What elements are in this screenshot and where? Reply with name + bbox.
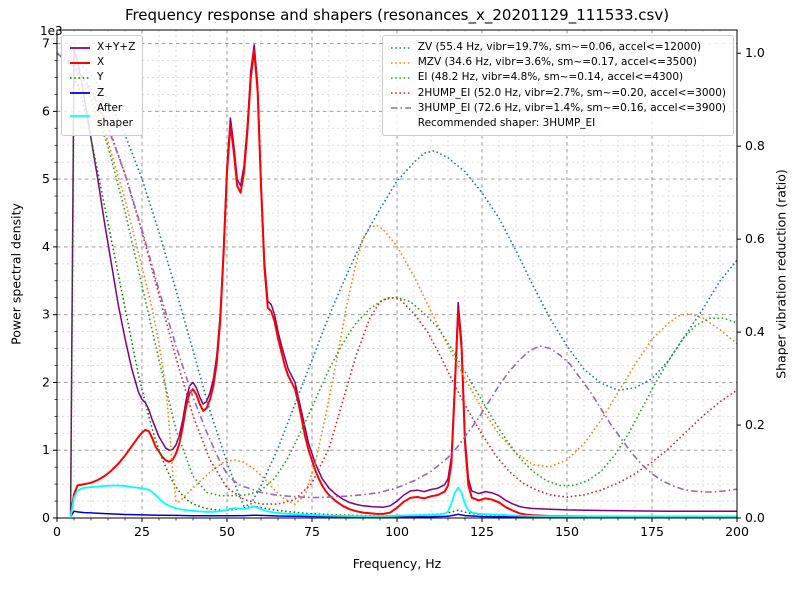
- legend-item-y: Y: [69, 70, 135, 85]
- x-tick-label: 200: [725, 524, 749, 539]
- legend-item-zv: ZV (55.4 Hz, vibr=19.7%, sm~=0.06, accel…: [390, 40, 726, 55]
- legend-item-x-y-z: X+Y+Z: [69, 40, 135, 55]
- legend-item-recommended: Recommended shaper: 3HUMP_EI: [390, 116, 726, 131]
- legend-label-ei: EI (48.2 Hz, vibr=4.8%, sm~=0.14, accel<…: [417, 71, 684, 84]
- y-left-tick-label: 4: [42, 239, 50, 254]
- series-x-y-z: [69, 44, 737, 514]
- legend-item-after-shaper: After shaper: [69, 101, 135, 131]
- legend-item-x: X: [69, 55, 135, 70]
- series-z: [69, 510, 737, 519]
- x-tick-label: 0: [53, 524, 61, 539]
- legend-line-sample-z: [70, 92, 90, 95]
- legend-line-sample-after-shaper: [70, 115, 90, 117]
- legend-label-x: X: [97, 56, 105, 69]
- x-tick-label: 125: [470, 524, 494, 539]
- legend-line-sample-x-y-z: [70, 46, 90, 49]
- y-axis-offset-label: 1e3: [40, 24, 63, 38]
- legend-line-sample-ei: [390, 77, 411, 79]
- legend-line-sample-3hump-ei: [390, 107, 411, 110]
- y-left-tick-label: 0: [42, 510, 50, 525]
- y-left-tick-label: 2: [42, 374, 50, 389]
- left-axis-title: Power spectral density: [8, 203, 24, 345]
- legend-item-ei: EI (48.2 Hz, vibr=4.8%, sm~=0.14, accel<…: [390, 70, 726, 85]
- x-tick-label: 100: [385, 524, 409, 539]
- legend-item-mzv: MZV (34.6 Hz, vibr=3.6%, sm~=0.17, accel…: [390, 55, 726, 70]
- x-axis-title: Frequency, Hz: [352, 556, 442, 571]
- legend-item-z: Z: [69, 86, 135, 101]
- legend-shapers: ZV (55.4 Hz, vibr=19.7%, sm~=0.06, accel…: [381, 35, 734, 137]
- series-zv: [56, 52, 738, 508]
- y-left-tick-label: 1: [42, 442, 50, 457]
- legend-label-recommended: Recommended shaper: 3HUMP_EI: [417, 117, 596, 130]
- y-left-tick-label: 3: [42, 307, 50, 322]
- legend-line-sample-y: [70, 77, 90, 79]
- legend-line-sample-x: [70, 61, 90, 64]
- y-left-tick-label: 6: [42, 103, 50, 118]
- legend-label-3hump-ei: 3HUMP_EI (72.6 Hz, vibr=1.4%, sm~=0.16, …: [417, 101, 726, 114]
- legend-line-sample-zv: [390, 46, 411, 49]
- legend-line-sample-2hump-ei: [390, 92, 411, 95]
- legend-item-3hump-ei: 3HUMP_EI (72.6 Hz, vibr=1.4%, sm~=0.16, …: [390, 101, 726, 116]
- x-tick-label: 150: [555, 524, 579, 539]
- series-3hump-ei: [56, 52, 738, 499]
- y-right-tick-label: 0.6: [745, 231, 765, 246]
- series-2hump-ei: [56, 52, 738, 505]
- x-tick-label: 175: [640, 524, 664, 539]
- legend-item-2hump-ei: 2HUMP_EI (52.0 Hz, vibr=2.7%, sm~=0.20, …: [390, 86, 726, 101]
- legend-blank-sample: [390, 118, 412, 130]
- legend-label-mzv: MZV (34.6 Hz, vibr=3.6%, sm~=0.17, accel…: [417, 56, 697, 69]
- legend-label-z: Z: [97, 86, 105, 99]
- legend-line-sample-mzv: [390, 62, 411, 64]
- x-tick-label: 75: [304, 524, 320, 539]
- y-right-tick-label: 1.0: [745, 45, 765, 60]
- legend-label-y: Y: [97, 71, 104, 84]
- y-left-tick-label: 7: [42, 36, 50, 51]
- y-right-tick-label: 0.4: [745, 324, 765, 339]
- y-right-tick-label: 0.0: [745, 510, 765, 525]
- y-left-tick-label: 5: [42, 171, 50, 186]
- x-tick-label: 25: [134, 524, 150, 539]
- legend-label-after-shaper: After shaper: [97, 101, 134, 130]
- legend-label-2hump-ei: 2HUMP_EI (52.0 Hz, vibr=2.7%, sm~=0.20, …: [417, 86, 726, 99]
- right-axis-title: Shaper vibration reduction (ratio): [773, 169, 789, 379]
- x-tick-label: 50: [219, 524, 235, 539]
- series-after-shaper: [69, 484, 737, 518]
- legend-label-x-y-z: X+Y+Z: [97, 41, 136, 53]
- y-right-tick-label: 0.8: [745, 138, 765, 153]
- y-right-tick-label: 0.2: [745, 417, 765, 432]
- legend-label-zv: ZV (55.4 Hz, vibr=19.7%, sm~=0.06, accel…: [417, 41, 702, 53]
- chart-title: Frequency response and shapers (resonanc…: [124, 6, 670, 24]
- legend-psd: X+Y+Z X Y Z After shaper: [61, 35, 144, 137]
